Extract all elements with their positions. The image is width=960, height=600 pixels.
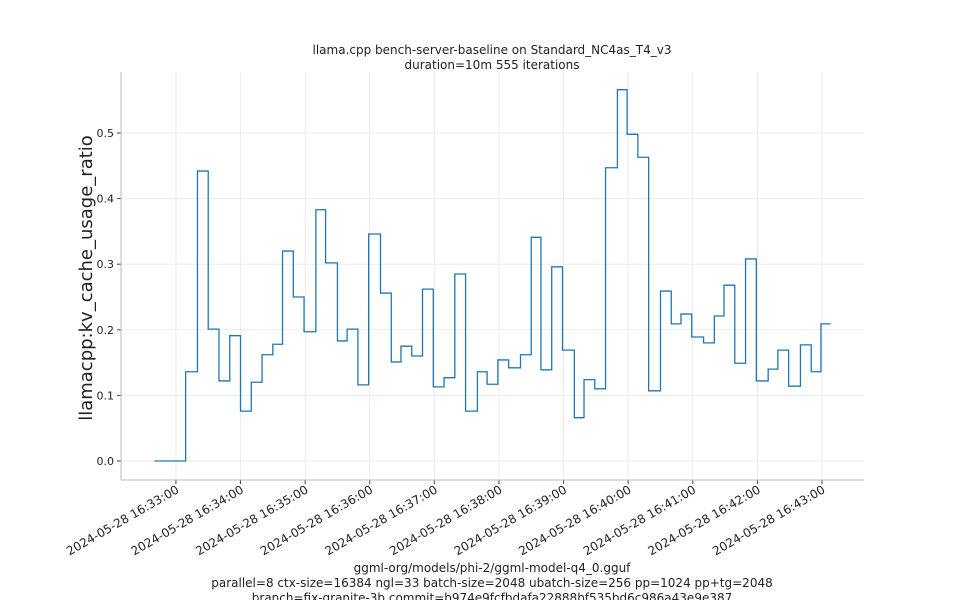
chart-title: llama.cpp bench-server-baseline on Stand… [313,43,672,57]
x-tick-label: 2024-05-28 16:36:00 [258,482,375,558]
x-tick-label: 2024-05-28 16:41:00 [581,482,698,558]
y-tick-label: 0.4 [97,193,115,206]
x-tick-label: 2024-05-28 16:37:00 [322,482,439,558]
x-tick-label: 2024-05-28 16:43:00 [710,482,827,558]
x-tick-label: 2024-05-28 16:39:00 [452,482,569,558]
chart-subtitle: duration=10m 555 iterations [405,58,580,72]
y-axis-label: llamacpp:kv_cache_usage_ratio [76,135,97,421]
data-line [154,89,831,462]
x-tick-label: 2024-05-28 16:40:00 [516,482,633,558]
x-axis-label: branch=fix-granite-3b commit=b974e9fcfbd… [252,591,732,600]
x-tick-label: 2024-05-28 16:38:00 [387,482,504,558]
x-tick-label: 2024-05-28 16:42:00 [646,482,763,558]
x-tick-label: 2024-05-28 16:33:00 [64,482,181,558]
y-tick-label: 0.2 [97,324,115,337]
y-tick-label: 0.0 [97,455,115,468]
y-tick-label: 0.5 [97,127,115,140]
x-axis-label: ggml-org/models/phi-2/ggml-model-q4_0.gg… [354,561,632,575]
x-tick-label: 2024-05-28 16:35:00 [193,482,310,558]
x-axis-label: parallel=8 ctx-size=16384 ngl=33 batch-s… [211,576,772,590]
x-tick-label: 2024-05-28 16:34:00 [129,482,246,558]
y-tick-label: 0.1 [97,389,115,402]
y-tick-label: 0.3 [97,258,115,271]
